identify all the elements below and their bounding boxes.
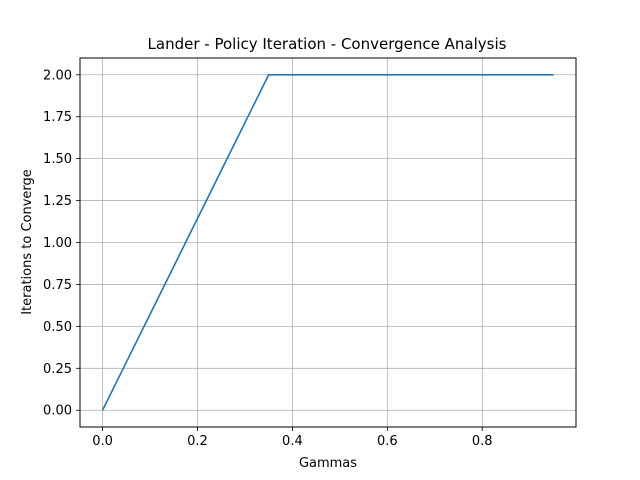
- axis-ticks: 0.0 0.2 0.4 0.6 0.8 0.00 0.25 0.50 0.75 1.00 1.25 1…: [43, 68, 493, 449]
- x-tick-label: 0.2: [187, 434, 208, 449]
- x-axis-label: Gammas: [299, 456, 357, 471]
- y-tick-label: 0.75: [43, 278, 72, 293]
- plot-lines: [101, 73, 554, 411]
- x-tick-label: 0.4: [282, 434, 303, 449]
- y-axis-label: Iterations to Converge: [20, 169, 35, 315]
- x-tick-label: 0.8: [472, 434, 493, 449]
- y-tick-label: 1.75: [43, 110, 72, 125]
- y-tick-label: 0.00: [43, 404, 72, 419]
- x-tick-label: 0.0: [92, 434, 113, 449]
- y-tick-label: 0.50: [43, 320, 72, 335]
- y-tick-label: 2.00: [43, 68, 72, 83]
- y-tick-label: 1.00: [43, 236, 72, 251]
- y-tick-label: 1.25: [43, 194, 72, 209]
- chart-title: Lander - Policy Iteration - Convergence …: [148, 35, 507, 53]
- series-line: [101, 73, 554, 411]
- y-tick-label: 0.25: [43, 362, 72, 377]
- y-tick-label: 1.50: [43, 152, 72, 167]
- x-tick-label: 0.6: [377, 434, 398, 449]
